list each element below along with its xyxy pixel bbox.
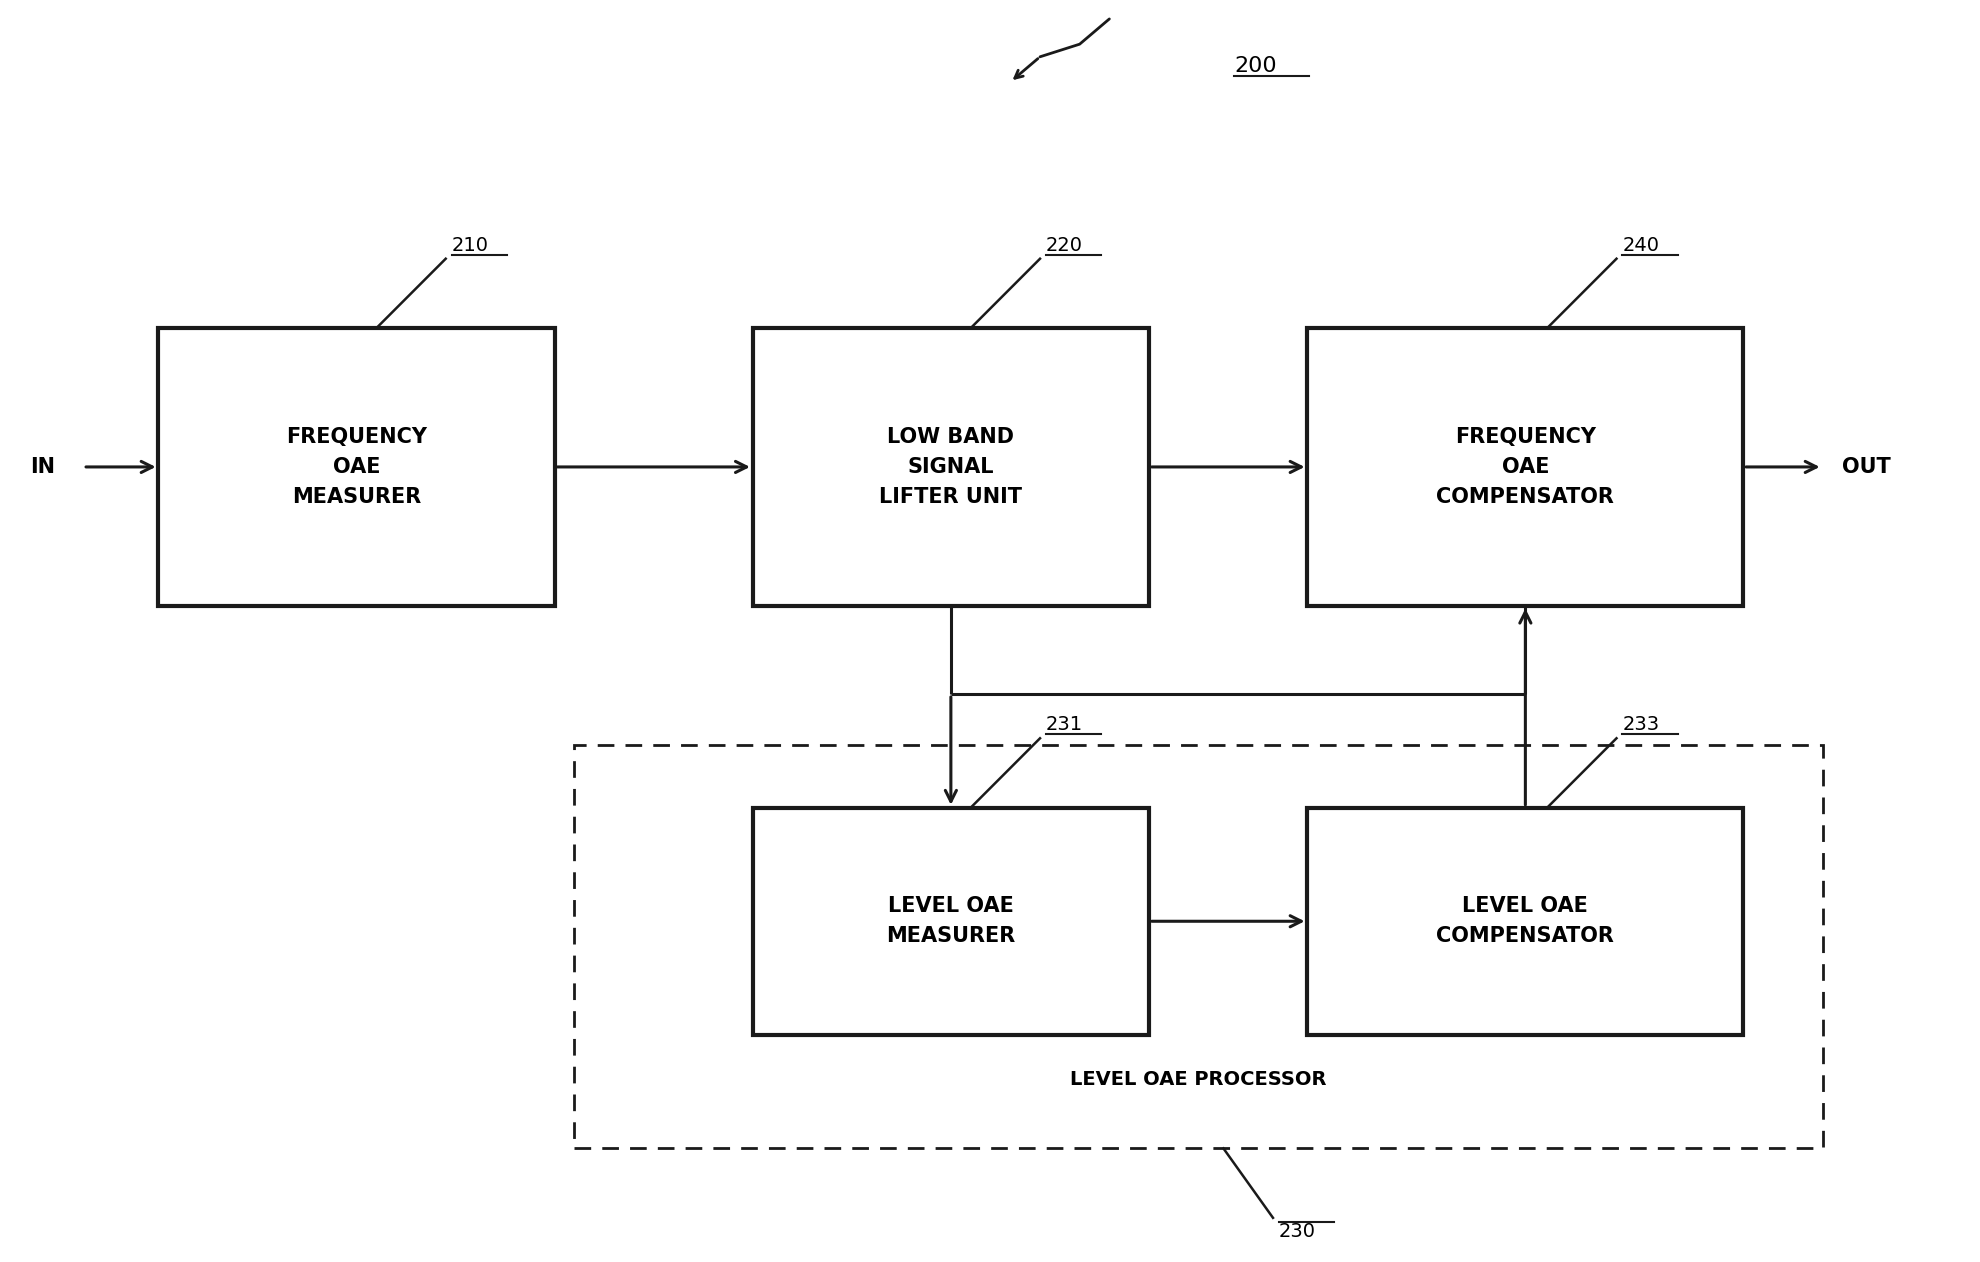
Text: OUT: OUT (1841, 457, 1891, 477)
Text: LEVEL OAE
MEASURER: LEVEL OAE MEASURER (885, 896, 1016, 946)
Text: LOW BAND
SIGNAL
LIFTER UNIT: LOW BAND SIGNAL LIFTER UNIT (879, 428, 1022, 506)
FancyBboxPatch shape (158, 328, 554, 606)
Text: LEVEL OAE PROCESSOR: LEVEL OAE PROCESSOR (1069, 1069, 1327, 1089)
FancyBboxPatch shape (574, 745, 1822, 1148)
Text: 210: 210 (451, 236, 489, 255)
Text: 240: 240 (1622, 236, 1659, 255)
Text: 200: 200 (1234, 56, 1277, 76)
Text: LEVEL OAE
COMPENSATOR: LEVEL OAE COMPENSATOR (1436, 896, 1614, 946)
FancyBboxPatch shape (752, 328, 1148, 606)
Text: 233: 233 (1622, 716, 1659, 734)
Text: 220: 220 (1045, 236, 1083, 255)
Text: 231: 231 (1045, 716, 1083, 734)
Text: FREQUENCY
OAE
COMPENSATOR: FREQUENCY OAE COMPENSATOR (1436, 428, 1614, 506)
Text: 230: 230 (1279, 1222, 1315, 1241)
Text: FREQUENCY
OAE
MEASURER: FREQUENCY OAE MEASURER (285, 428, 428, 506)
FancyBboxPatch shape (1307, 808, 1742, 1035)
FancyBboxPatch shape (752, 808, 1148, 1035)
Text: IN: IN (30, 457, 55, 477)
FancyBboxPatch shape (1307, 328, 1742, 606)
